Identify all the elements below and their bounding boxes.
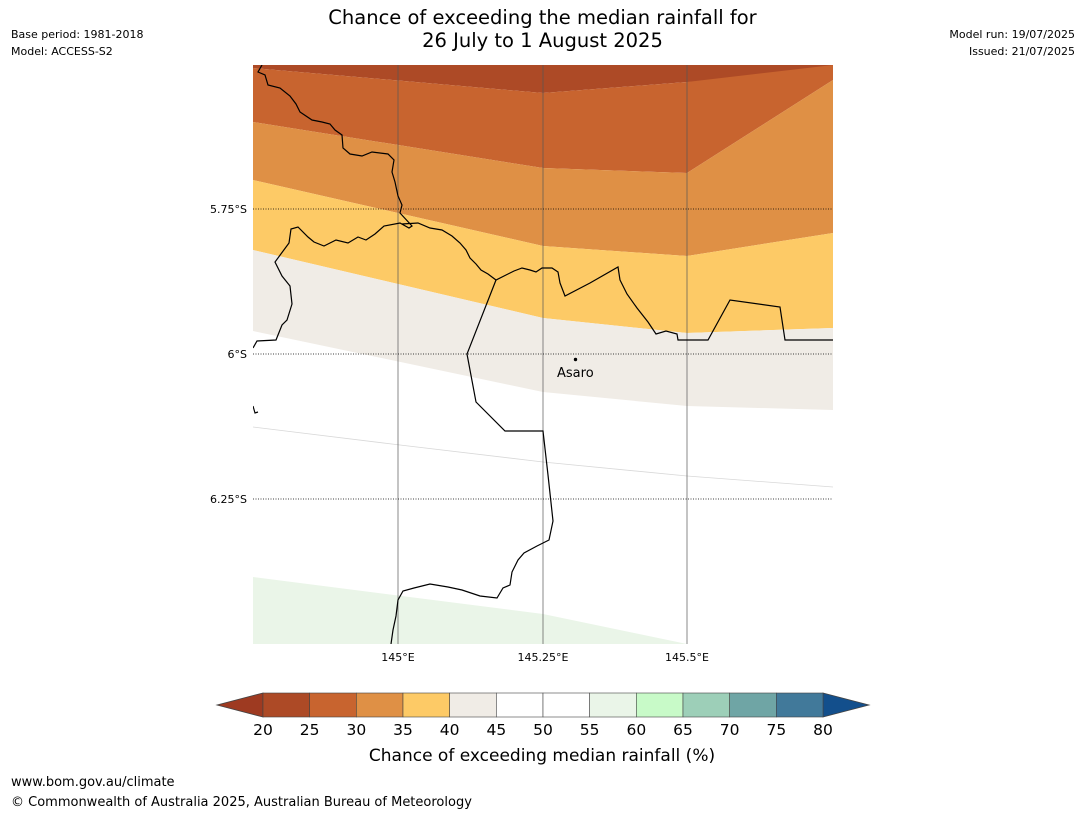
lat-label-5-75: 5.75°S (210, 203, 247, 216)
model-run-text: Model run: 19/07/2025 (949, 28, 1075, 41)
colorbar-cell-70-75 (729, 692, 777, 718)
place-marker-asaro (573, 357, 578, 362)
meta-left: Base period: 1981-2018 Model: ACCESS-S2 (11, 26, 143, 60)
colorbar-tick-30: 30 (346, 721, 366, 739)
colorbar-tick-25: 25 (300, 721, 320, 739)
boundary-line-northwest (253, 65, 413, 349)
colorbar-cell-45-50 (496, 692, 544, 718)
colorbar-tick-70: 70 (720, 721, 740, 739)
footer-url[interactable]: www.bom.gov.au/climate (11, 775, 175, 790)
colorbar-cell-65-70 (682, 692, 730, 718)
lon-label-145-25: 145.25°E (518, 651, 569, 664)
lat-label-6: 6°S (228, 348, 247, 361)
colorbar-cell-40-45 (449, 692, 497, 718)
model-text: Model: ACCESS-S2 (11, 45, 113, 58)
boundary-line-east (401, 222, 833, 341)
chart-title: Chance of exceeding the median rainfall … (0, 6, 1085, 52)
colorbar-cell-35-40 (402, 692, 450, 718)
footer-copyright: © Commonwealth of Australia 2025, Austra… (11, 795, 472, 810)
colorbar-over-arrow (822, 692, 871, 718)
colorbar-tick-20: 20 (253, 721, 273, 739)
lon-label-145-5: 145.5°E (665, 651, 709, 664)
place-label-asaro: Asaro (557, 366, 594, 381)
colorbar-tick-75: 75 (766, 721, 786, 739)
base-period-text: Base period: 1981-2018 (11, 28, 144, 41)
lon-label-145: 145°E (381, 651, 414, 664)
colorbar-tick-80: 80 (813, 721, 833, 739)
colorbar-cells (262, 692, 824, 718)
map-area (253, 65, 833, 644)
meta-right: Model run: 19/07/2025 Issued: 21/07/2025 (949, 26, 1075, 60)
lat-label-6-25: 6.25°S (210, 493, 247, 506)
colorbar-cell-25-30 (309, 692, 357, 718)
colorbar-tick-50: 50 (533, 721, 553, 739)
colorbar-label: Chance of exceeding median rainfall (%) (369, 746, 715, 766)
colorbar-tick-35: 35 (393, 721, 413, 739)
colorbar-under-arrow (215, 692, 264, 718)
band-55-60 (253, 577, 687, 644)
title-line-1: Chance of exceeding the median rainfall … (328, 6, 757, 29)
colorbar-cell-75-80 (776, 692, 824, 718)
colorbar-cell-55-60 (589, 692, 637, 718)
colorbar-tick-65: 65 (673, 721, 693, 739)
colorbar-cell-20-25 (262, 692, 310, 718)
colorbar-cell-50-55 (542, 692, 590, 718)
boundary-fragment-west (253, 405, 259, 414)
colorbar-tick-45: 45 (486, 721, 506, 739)
issued-text: Issued: 21/07/2025 (968, 45, 1075, 58)
colorbar-ticks: 20 25 30 35 40 45 50 55 60 65 70 75 80 (253, 721, 833, 739)
boundary-line-south (390, 279, 554, 644)
title-line-2: 26 July to 1 August 2025 (422, 29, 663, 52)
colorbar-cell-30-35 (356, 692, 404, 718)
colorbar-tick-40: 40 (440, 721, 460, 739)
colorbar-tick-55: 55 (580, 721, 600, 739)
colorbar-cell-60-65 (636, 692, 684, 718)
colorbar-tick-60: 60 (626, 721, 646, 739)
colorbar: 20 25 30 35 40 45 50 55 60 65 70 75 80 Chance of exc… (215, 692, 871, 766)
